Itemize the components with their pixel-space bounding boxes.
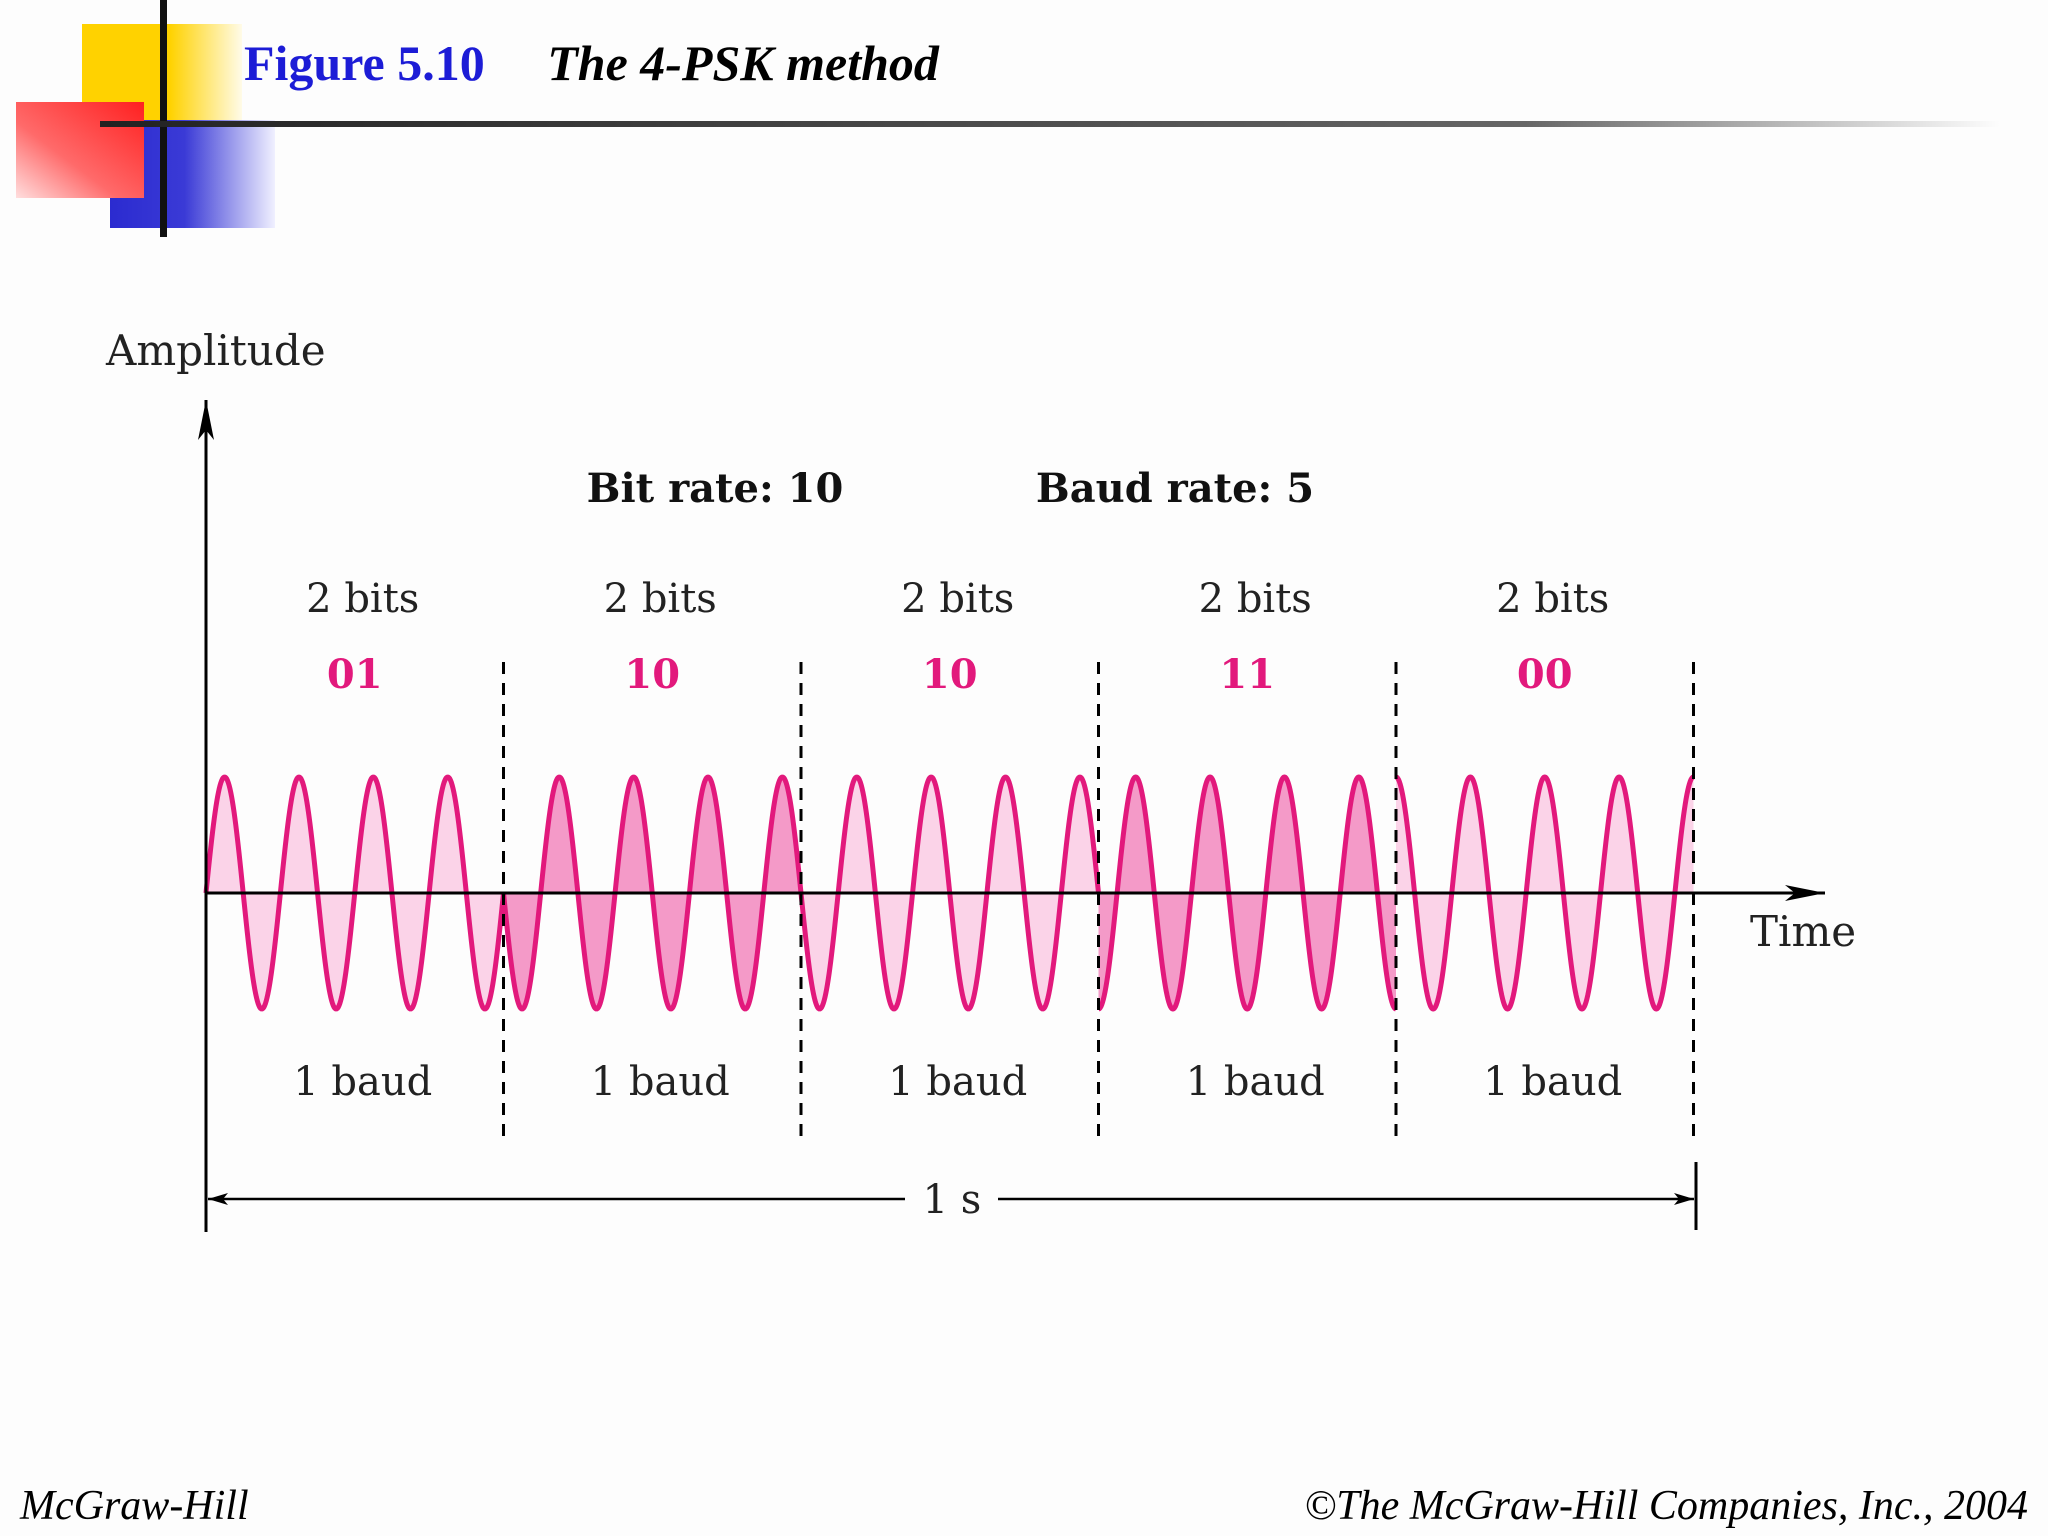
divider-layer <box>502 662 1695 1140</box>
psk-diagram: Amplitude Time Bit rate: 10 Baud rate: 5… <box>105 326 1856 1232</box>
bit-code-2: 10 <box>624 651 680 698</box>
bit-rate-label: Bit rate: 10 <box>587 465 844 512</box>
slide-logo-graphic <box>16 0 275 237</box>
baud-label-5: 1 baud <box>1483 1059 1622 1105</box>
bit-code-4: 11 <box>1219 651 1275 698</box>
baud-label-1: 1 baud <box>293 1059 432 1105</box>
bit-code-1: 01 <box>327 651 383 698</box>
baud-label-4: 1 baud <box>1186 1059 1325 1105</box>
logo-vertical-bar <box>160 0 167 237</box>
wave-segment-4 <box>1096 774 1398 1012</box>
bits-label-5: 2 bits <box>1496 576 1609 622</box>
duration-label: 1 s <box>923 1177 982 1223</box>
header-rule <box>100 121 2000 127</box>
figure-number: Figure 5.10 <box>244 35 485 91</box>
footer-copyright: ©The McGraw-Hill Companies, Inc., 2004 <box>1304 1483 2028 1529</box>
logo-red-square <box>16 102 144 198</box>
label-layer: 2 bits 01 1 baud 2 bits 10 1 baud 2 bits 10 1 ba… <box>293 576 1622 1105</box>
baud-label-2: 1 baud <box>591 1059 730 1105</box>
bits-label-1: 2 bits <box>306 576 419 622</box>
bits-label-4: 2 bits <box>1199 576 1312 622</box>
wave-segment-5 <box>1394 774 1696 1012</box>
figure-header: Figure 5.10 The 4-PSK method <box>244 34 939 92</box>
footer-publisher: McGraw-Hill <box>20 1483 249 1529</box>
baud-label-3: 1 baud <box>888 1059 1027 1105</box>
figure-title: The 4-PSK method <box>547 35 939 91</box>
x-axis-label: Time <box>1750 907 1856 956</box>
baud-rate-label: Baud rate: 5 <box>1036 465 1314 512</box>
bits-label-2: 2 bits <box>604 576 717 622</box>
bit-code-5: 00 <box>1517 651 1573 698</box>
y-axis-label: Amplitude <box>105 326 326 375</box>
bits-label-3: 2 bits <box>901 576 1014 622</box>
bit-code-3: 10 <box>922 651 978 698</box>
